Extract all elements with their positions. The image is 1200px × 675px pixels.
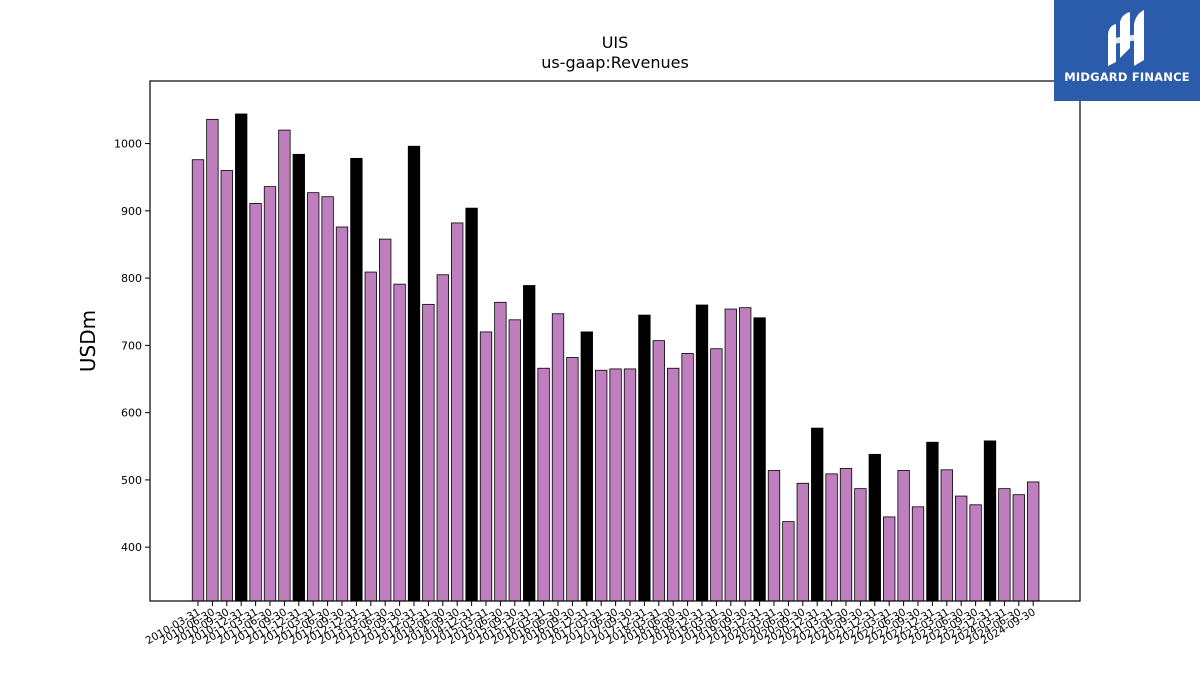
bar-2016-12-31 [580,331,593,602]
bar-2015-09-30 [508,319,521,602]
bar-2011-09-30 [278,129,291,602]
bar-2012-06-30 [321,196,334,602]
bar-2021-12-31 [868,453,881,602]
bar-2013-12-31 [407,145,421,602]
bar-2018-09-30 [681,353,694,602]
bar-2024-09-30 [1027,481,1040,602]
bar-2017-09-30 [623,368,637,602]
chart-title: UIS [602,33,629,52]
y-axis-label: USDm [76,310,100,372]
bar-2022-12-31 [926,441,939,602]
bar-2017-06-30 [609,368,622,602]
bar-2015-06-30 [494,301,507,602]
bar-series [191,113,1040,602]
bar-2020-03-31 [767,470,781,602]
y-tick-label: 800 [121,272,142,285]
brand-name: MIDGARD FINANCE [1064,70,1190,84]
brand-logo: MIDGARD FINANCE [1054,0,1200,101]
bar-2019-03-31 [710,348,723,602]
bar-2014-12-31 [465,207,478,602]
bar-2022-03-31 [883,516,896,602]
bar-2019-06-30 [724,308,737,602]
bar-2021-09-30 [854,488,867,602]
bar-2013-09-30 [393,283,406,602]
bar-2010-09-30 [220,170,233,602]
bar-2011-06-30 [263,186,277,602]
bar-2024-03-31 [998,488,1011,602]
bar-2018-12-31 [695,304,709,602]
bar-2016-03-31 [537,367,550,602]
bar-2011-12-31 [292,153,305,602]
bar-2020-06-30 [782,521,795,602]
bar-2022-09-30 [911,506,925,602]
bar-2017-03-31 [595,369,608,602]
bar-2020-09-30 [796,482,809,602]
bar-2019-12-31 [753,317,766,602]
chart-subtitle: us-gaap:Revenues [541,53,689,72]
plot-frame [149,80,1081,602]
y-tick-label: 500 [121,474,142,487]
y-axis-ticks: 400 500 600 700 800 900 1000 [114,138,150,554]
bar-2021-06-30 [839,468,853,602]
y-tick-label: 700 [121,339,142,352]
bar-2023-12-31 [983,440,997,602]
bar-2023-03-31 [940,469,953,602]
bar-2013-06-30 [379,238,392,602]
bar-2012-12-31 [350,157,363,602]
bar-2010-06-30 [206,118,219,602]
bar-2018-06-30 [667,367,680,602]
bar-2014-06-30 [436,274,449,602]
bar-2024-06-30 [1012,494,1025,602]
bar-2017-12-31 [638,314,651,602]
bar-2015-03-31 [479,331,493,602]
bar-2016-09-30 [566,357,579,602]
x-axis-ticks: 2010-03-312010-06-302010-09-302010-12-31… [144,601,1038,647]
bar-2021-03-31 [825,473,838,602]
y-tick-label: 600 [121,407,142,420]
bar-2010-12-31 [235,113,248,602]
bar-2023-09-30 [969,504,982,602]
bar-2019-09-30 [739,307,752,602]
bar-2013-03-31 [364,271,377,602]
bar-2016-06-30 [551,313,565,602]
y-tick-label: 400 [121,541,142,554]
bar-2012-09-30 [335,226,349,602]
bar-2012-03-31 [307,192,320,602]
y-tick-label: 1000 [114,138,142,151]
y-tick-label: 900 [121,205,142,218]
bar-2022-06-30 [897,470,910,602]
bar-2020-12-31 [811,427,824,602]
bar-2014-09-30 [451,222,464,602]
bar-2018-03-31 [652,340,665,602]
bar-2014-03-31 [422,303,435,602]
bar-2023-06-30 [955,495,968,602]
midgard-finance-logo-icon [1108,10,1144,66]
bar-2015-12-31 [523,285,536,602]
bar-2010-03-31 [191,159,205,602]
bar-2011-03-31 [249,203,262,602]
